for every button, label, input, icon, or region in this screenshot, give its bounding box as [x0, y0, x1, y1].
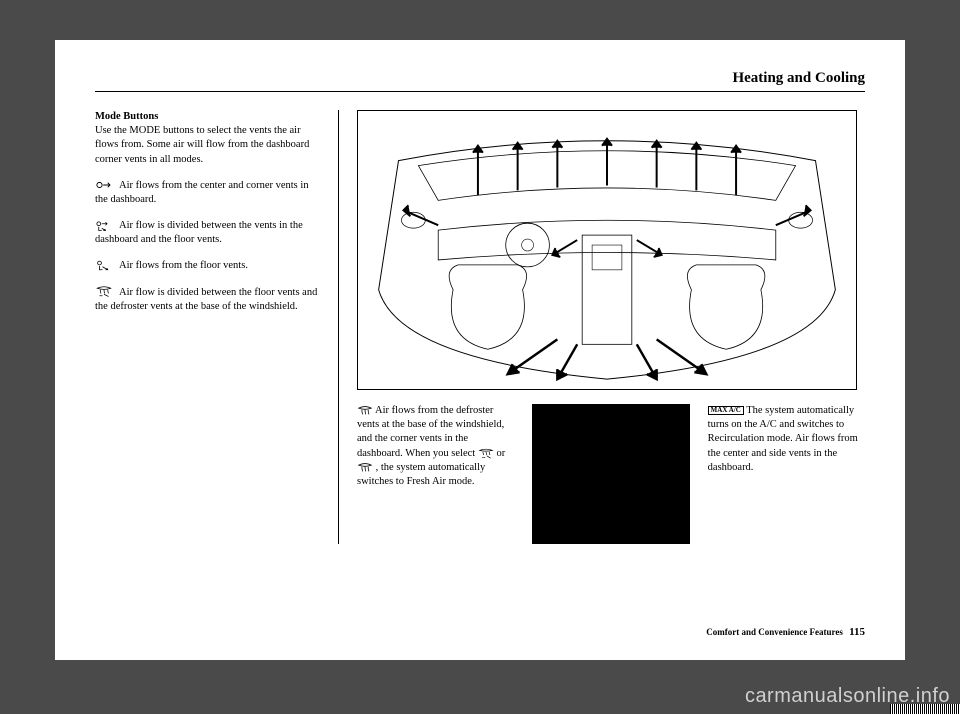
mode-face-text: Air flows from the center and corner ven… — [95, 180, 309, 205]
content-columns: Mode Buttons Use the MODE buttons to sel… — [95, 110, 865, 544]
intro-text: Use the MODE buttons to select the vents… — [95, 125, 309, 164]
mode-bilevel: Air flow is divided between the vents in… — [95, 219, 320, 247]
manual-page: Heating and Cooling Mode Buttons Use the… — [55, 40, 905, 660]
airflow-illustration — [357, 110, 857, 390]
page-number: 115 — [849, 626, 865, 638]
right-column: MAX A/C The system automatically turns o… — [708, 404, 865, 544]
mode-floor-text: Air flows from the floor vents. — [119, 260, 248, 271]
floor-mode-icon — [95, 259, 117, 273]
mode-buttons-heading: Mode Buttons — [95, 111, 158, 122]
mode-bilevel-text: Air flow is divided between the vents in… — [95, 220, 303, 245]
column-separator-2 — [532, 404, 689, 544]
mode-floordef: Air flow is divided between the floor ve… — [95, 286, 320, 314]
column-separator-1 — [338, 110, 339, 544]
floordef-inline-icon — [478, 448, 494, 459]
page-footer: Comfort and Convenience Features 115 — [706, 626, 865, 638]
mode-floor: Air flows from the floor vents. — [95, 259, 320, 273]
bilevel-mode-icon — [95, 219, 117, 233]
middle-column: Air flows from the defroster vents at th… — [357, 404, 514, 544]
maxac-icon: MAX A/C — [708, 406, 744, 416]
mode-floordef-text: Air flow is divided between the floor ve… — [95, 287, 317, 312]
middle-text-b: , the system automatically switches to F… — [357, 462, 485, 487]
face-mode-icon — [95, 179, 117, 193]
below-illustration-columns: Air flows from the defroster vents at th… — [357, 404, 865, 544]
defrost-icon — [357, 405, 373, 416]
floordef-mode-icon — [95, 286, 117, 300]
left-column: Mode Buttons Use the MODE buttons to sel… — [95, 110, 320, 544]
divider — [95, 91, 865, 92]
right-area: Air flows from the defroster vents at th… — [357, 110, 865, 544]
defrost-inline-icon — [357, 462, 373, 473]
footer-label: Comfort and Convenience Features — [706, 627, 843, 637]
mode-face: Air flows from the center and corner ven… — [95, 179, 320, 207]
or-text: or — [496, 448, 505, 459]
barcode — [890, 704, 960, 714]
section-title: Heating and Cooling — [95, 70, 865, 87]
